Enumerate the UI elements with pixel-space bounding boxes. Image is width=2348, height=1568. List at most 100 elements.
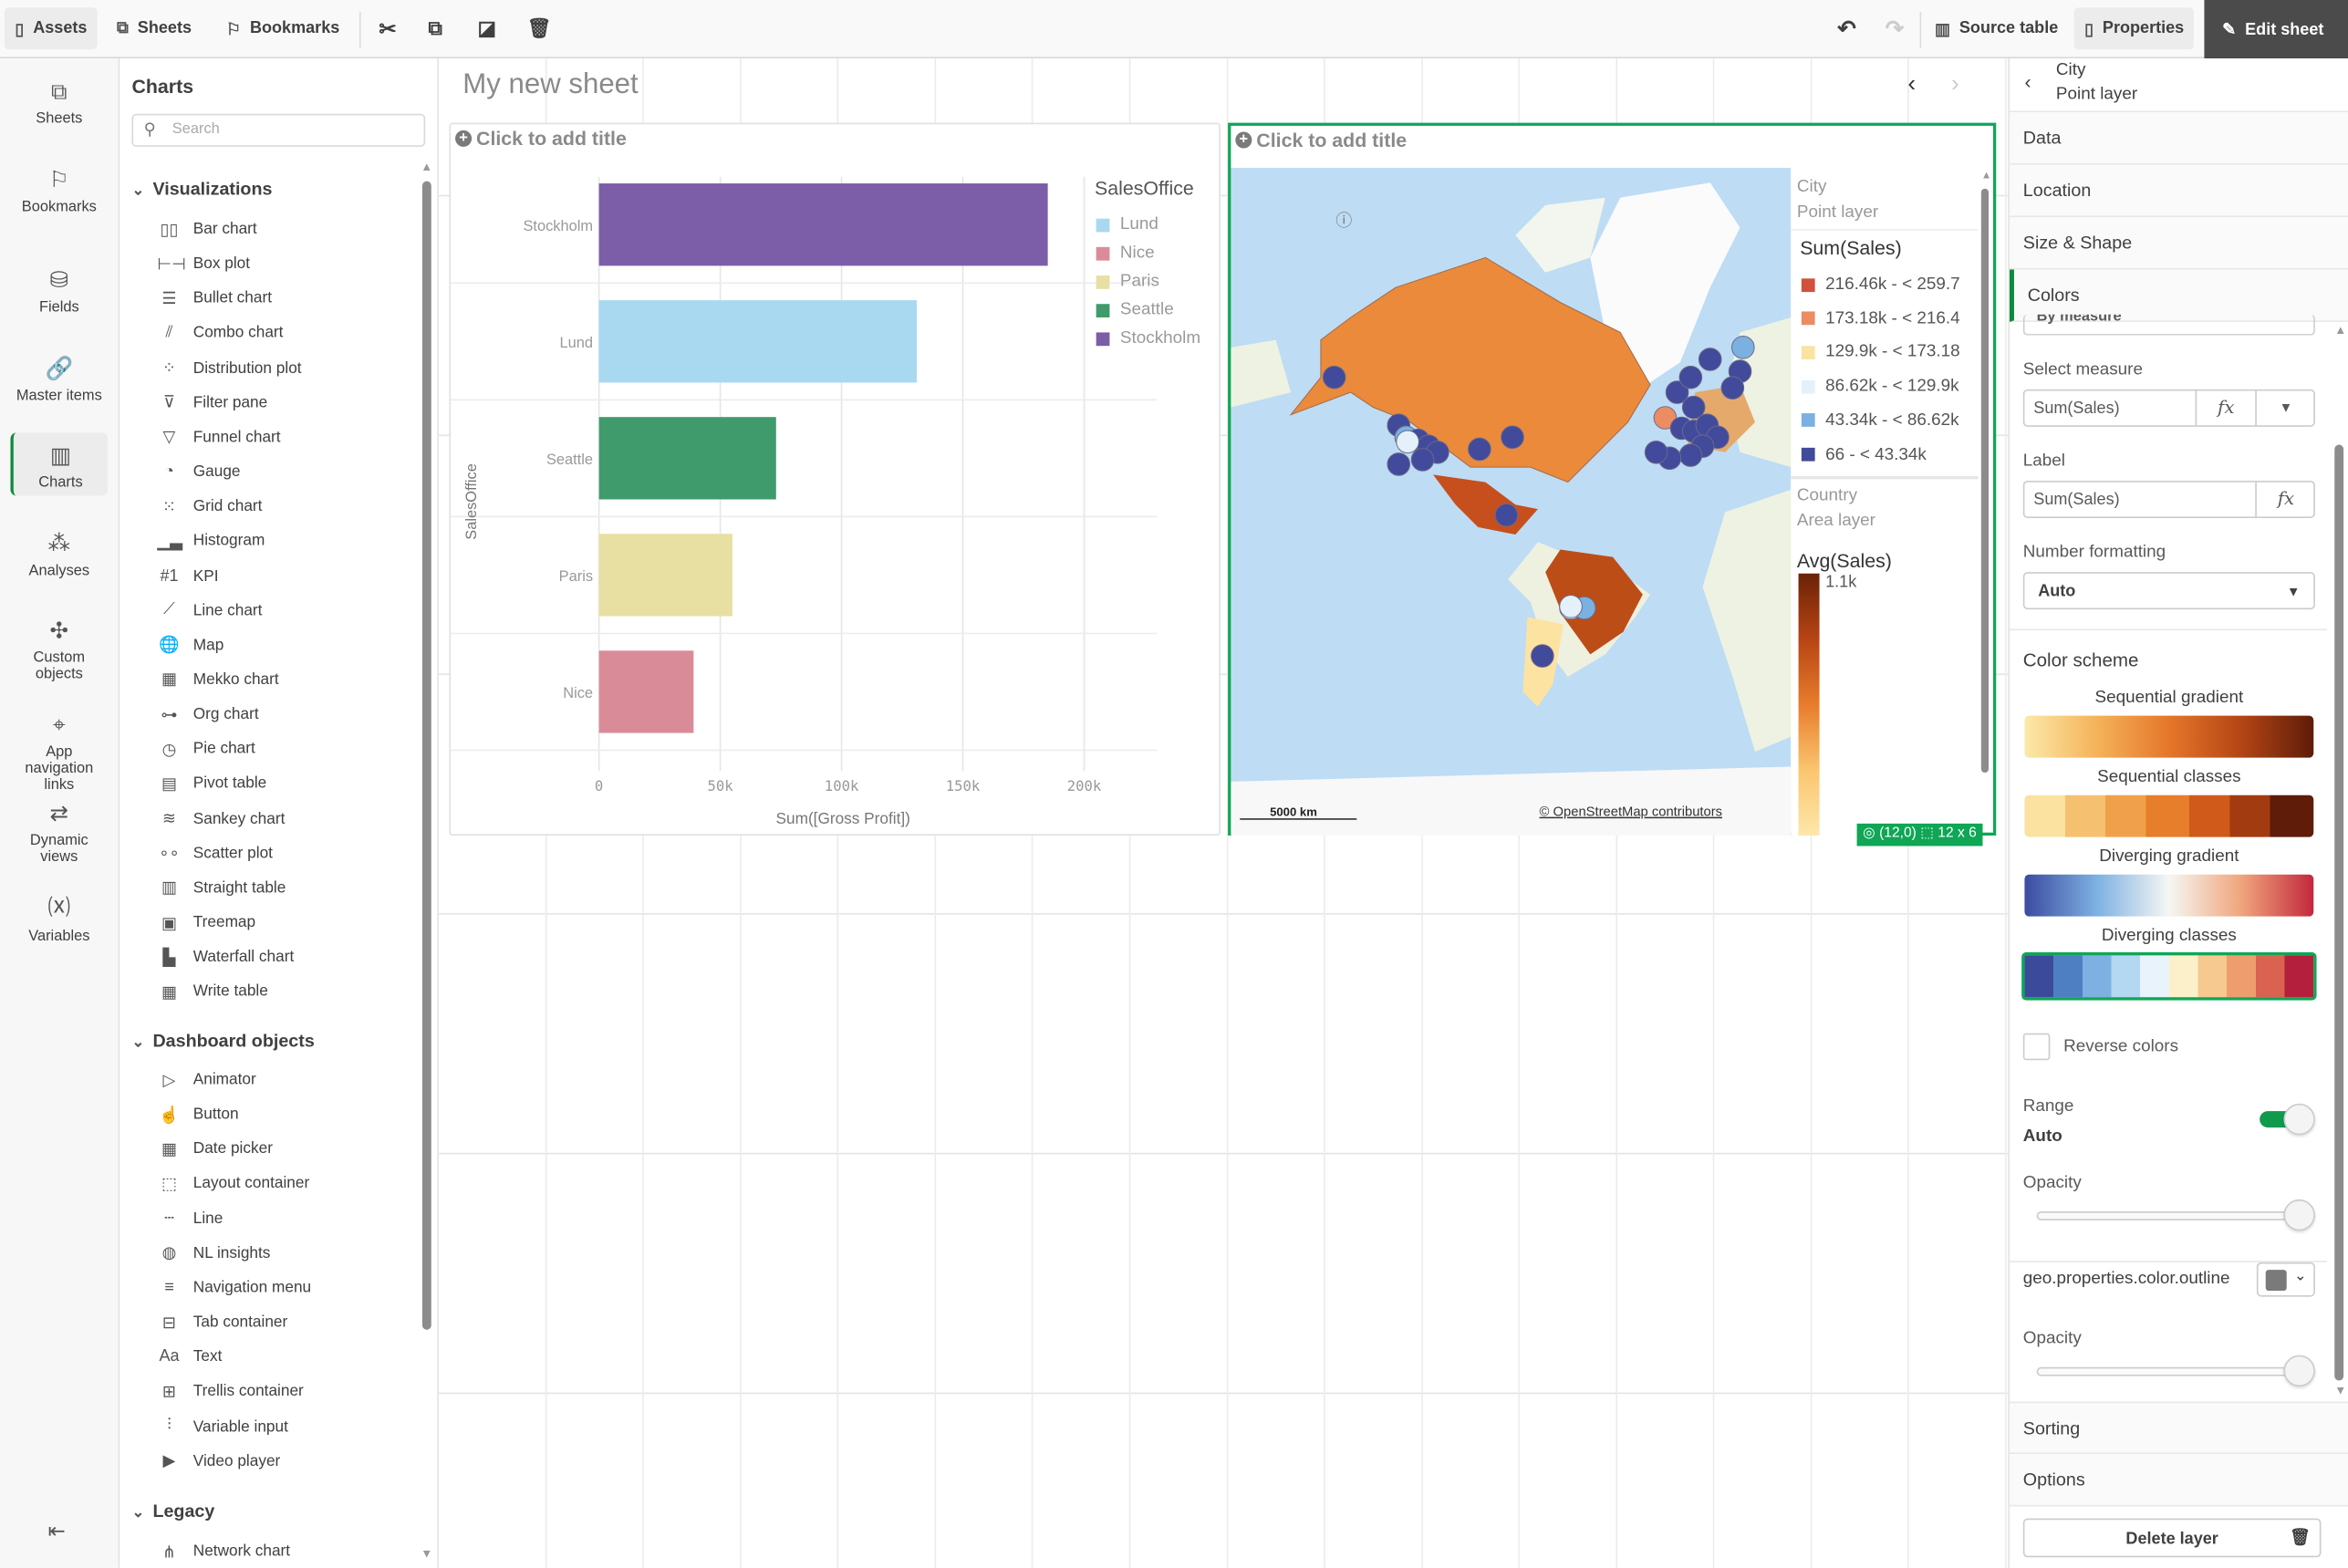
back-icon[interactable]: ‹ xyxy=(2024,70,2031,93)
label-input[interactable]: Sum(Sales) fx xyxy=(2022,480,2315,518)
map-canvas[interactable]: ⓘ 5000 km © OpenStreetMap contributors xyxy=(1231,167,1792,836)
asset-pivot-table[interactable]: ▤ Pivot table xyxy=(157,769,266,799)
bar-stockholm[interactable] xyxy=(598,183,1048,266)
rail-sheets[interactable]: ⧉ Sheets xyxy=(10,70,108,148)
legend-item[interactable]: Nice xyxy=(1096,244,1155,262)
opacity-slider-handle[interactable] xyxy=(2283,1355,2315,1387)
asset-layout-container[interactable]: ⬚ Layout container xyxy=(157,1168,309,1199)
bar-nice[interactable] xyxy=(598,650,694,733)
city-point[interactable] xyxy=(1678,443,1703,467)
scheme-sequential-classes[interactable] xyxy=(2024,794,2314,837)
properties-scrollbar[interactable] xyxy=(2334,444,2344,1381)
rail-fields[interactable]: ⛁ Fields xyxy=(10,257,108,335)
copy-icon[interactable]: ⧉ xyxy=(428,16,442,39)
city-point[interactable] xyxy=(1494,503,1519,527)
legend-class[interactable]: 173.18k - < 216.4 xyxy=(1801,309,1960,327)
section-legacy[interactable]: ⌄ Legacy xyxy=(131,1501,214,1521)
rail-custom-objects[interactable]: ✣ Custom objects xyxy=(10,607,108,685)
legend-class[interactable]: 66 - < 43.34k xyxy=(1801,445,1927,463)
map-object[interactable]: + Click to add title ⓘ 5000 km © OpenStre… xyxy=(1228,122,1997,846)
asset-pie-chart[interactable]: ◷ Pie chart xyxy=(157,734,255,764)
toggle-knob[interactable] xyxy=(2283,1103,2315,1136)
asset-grid-chart[interactable]: ⁙ Grid chart xyxy=(157,492,263,522)
legend-class[interactable]: 216.46k - < 259.7 xyxy=(1801,275,1960,294)
section-location[interactable]: Location xyxy=(2010,164,2348,218)
expression-fx-icon[interactable]: fx xyxy=(2255,482,2315,517)
asset-video-player[interactable]: ▶ Video player xyxy=(157,1446,281,1476)
select-measure-input[interactable]: Sum(Sales) fx ▼ xyxy=(2022,389,2315,427)
paste-icon[interactable]: ◪ xyxy=(477,16,496,39)
asset-bar-chart[interactable]: ▯▯ Bar chart xyxy=(157,214,257,244)
city-point[interactable] xyxy=(1653,406,1678,430)
section-visualizations[interactable]: ⌄ Visualizations xyxy=(131,178,272,199)
redo-icon[interactable]: ↷ xyxy=(1885,16,1905,42)
asset-line-chart[interactable]: ⟋ Line chart xyxy=(157,596,262,626)
asset-gauge[interactable]: ◔ Gauge xyxy=(157,457,240,487)
scroll-up-icon[interactable]: ▲ xyxy=(2334,323,2347,337)
edit-sheet-button[interactable]: ✎ Edit sheet xyxy=(2204,0,2348,59)
asset-variable-input[interactable]: ⫶ Variable input xyxy=(157,1411,288,1441)
dropdown-arrow-icon[interactable]: ▼ xyxy=(2255,390,2315,426)
rail-variables[interactable]: ⒳ Variables xyxy=(10,882,108,960)
bar-paris[interactable] xyxy=(598,534,732,617)
color-mode-select[interactable]: By measure xyxy=(2022,314,2315,336)
sheets-button[interactable]: ⧉ Sheets xyxy=(107,7,203,49)
legend-item[interactable]: Seattle xyxy=(1096,301,1174,319)
bar-seattle[interactable] xyxy=(598,417,776,500)
rail-charts[interactable]: ▥ Charts xyxy=(10,432,109,496)
legend-item[interactable]: Lund xyxy=(1096,215,1158,234)
scheme-sequential-gradient[interactable] xyxy=(2024,715,2314,758)
asset-nl-insights[interactable]: ◍ NL insights xyxy=(157,1238,271,1268)
scroll-up-icon[interactable]: ▲ xyxy=(421,160,433,174)
city-point[interactable] xyxy=(1531,644,1554,668)
city-point[interactable] xyxy=(1322,365,1346,389)
undo-icon[interactable]: ↶ xyxy=(1837,16,1856,42)
scheme-diverging-gradient[interactable] xyxy=(2024,874,2314,917)
delete-icon[interactable]: 🗑 xyxy=(526,16,552,39)
rail-master-items[interactable]: 🔗 Master items xyxy=(10,346,108,423)
city-point[interactable] xyxy=(1678,365,1703,389)
opacity-slider[interactable] xyxy=(2036,1366,2315,1376)
scroll-up-icon[interactable]: ▲ xyxy=(1980,171,1992,182)
legend-item[interactable]: Paris xyxy=(1096,273,1159,290)
source-table-button[interactable]: ▥ Source table xyxy=(1924,7,2068,49)
asset-filter-pane[interactable]: ⊽ Filter pane xyxy=(157,388,267,418)
search-input[interactable]: ⚲ Search xyxy=(131,113,426,147)
legend-class[interactable]: 43.34k - < 86.62k xyxy=(1801,411,1959,430)
asset-kpi[interactable]: #1 KPI xyxy=(157,561,218,591)
city-point[interactable] xyxy=(1731,336,1755,359)
asset-waterfall-chart[interactable]: ▙ Waterfall chart xyxy=(157,942,295,972)
asset-mekko-chart[interactable]: ▦ Mekko chart xyxy=(157,665,279,695)
number-formatting-select[interactable]: Auto ▼ xyxy=(2022,572,2315,610)
reverse-colors-checkbox[interactable] xyxy=(2022,1033,2051,1061)
asset-write-table[interactable]: ▦ Write table xyxy=(157,977,268,1007)
city-point[interactable] xyxy=(1720,376,1745,400)
asset-distribution-plot[interactable]: ⁘ Distribution plot xyxy=(157,353,302,383)
city-point[interactable] xyxy=(1387,452,1411,476)
asset-scatter-plot[interactable]: ∘∘ Scatter plot xyxy=(157,838,273,868)
asset-map[interactable]: 🌐 Map xyxy=(157,630,223,660)
cut-icon[interactable]: ✂ xyxy=(379,16,397,40)
asset-network-chart[interactable]: ⋔ Network chart xyxy=(157,1536,290,1566)
bar-chart-object[interactable]: + Click to add title 0 50k 100k 150k 200k Stoc… xyxy=(449,122,1221,836)
section-dashboard[interactable]: ⌄ Dashboard objects xyxy=(131,1030,314,1051)
expression-fx-icon[interactable]: fx xyxy=(2195,390,2256,426)
asset-button[interactable]: ☝ Button xyxy=(157,1099,238,1129)
city-point[interactable] xyxy=(1681,395,1706,420)
next-sheet-icon[interactable]: › xyxy=(1951,71,1959,98)
asset-treemap[interactable]: ▣ Treemap xyxy=(157,908,255,938)
asset-line[interactable]: ┄ Line xyxy=(157,1203,223,1233)
add-title-button[interactable]: + Click to add title xyxy=(1235,129,1407,151)
asset-funnel-chart[interactable]: ▽ Funnel chart xyxy=(157,422,281,452)
city-point[interactable] xyxy=(1644,440,1668,464)
rail-app-navigation-links[interactable]: ⌖ App navigation links xyxy=(10,704,108,794)
asset-navigation-menu[interactable]: ≡ Navigation menu xyxy=(157,1272,311,1303)
section-size-shape[interactable]: Size & Shape xyxy=(2010,217,2348,270)
legend-class[interactable]: 86.62k - < 129.9k xyxy=(1801,378,1959,396)
properties-button[interactable]: ▯ Properties xyxy=(2073,7,2195,50)
opacity-slider-handle[interactable] xyxy=(2283,1199,2315,1231)
section-options[interactable]: Options xyxy=(2010,1453,2348,1507)
opacity-slider[interactable] xyxy=(2036,1211,2315,1220)
legend-item[interactable]: Stockholm xyxy=(1096,329,1200,348)
asset-date-picker[interactable]: ▦ Date picker xyxy=(157,1134,273,1164)
